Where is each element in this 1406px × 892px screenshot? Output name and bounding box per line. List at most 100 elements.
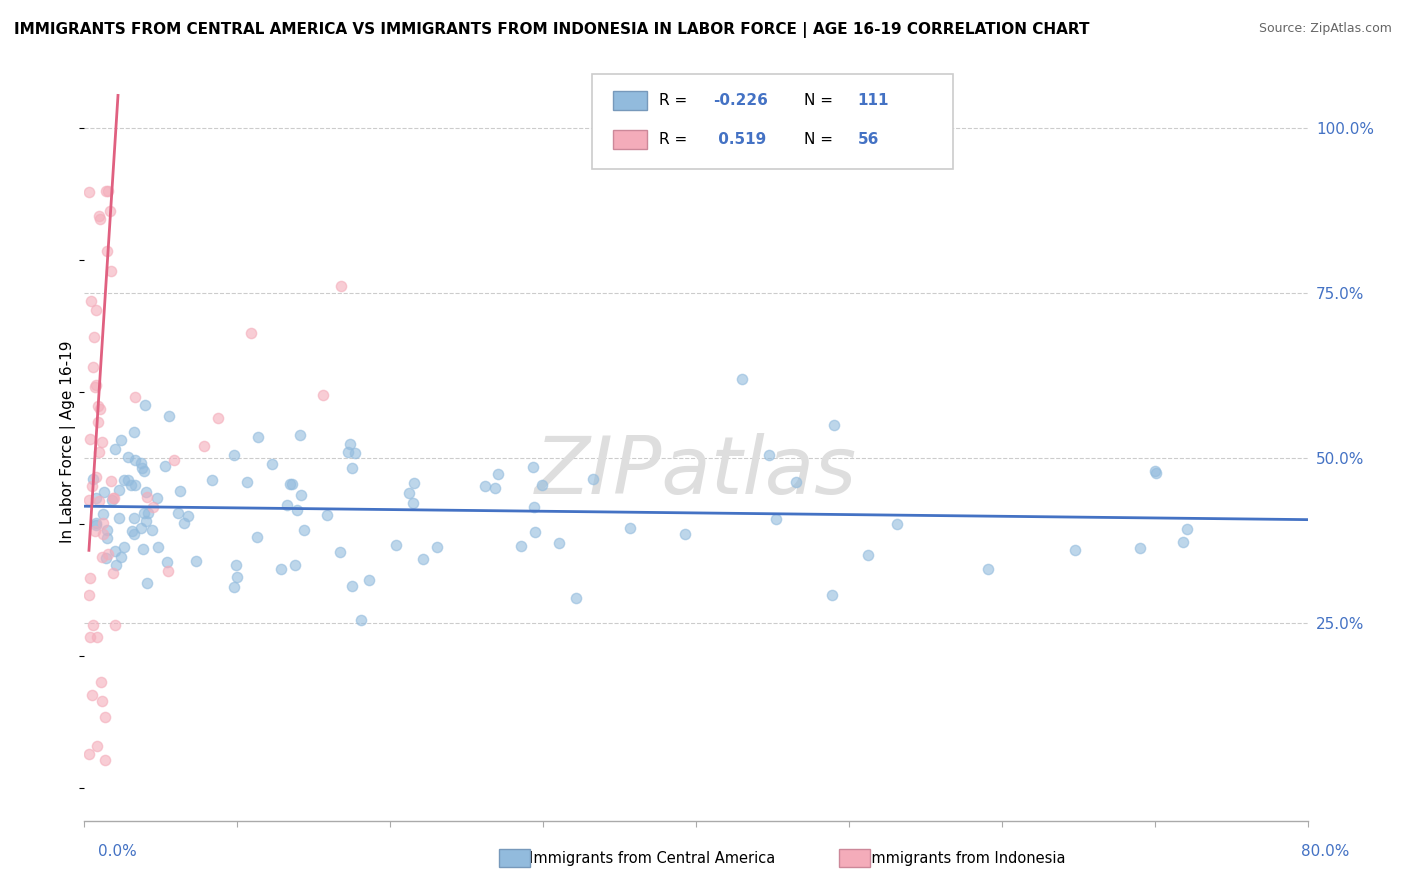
Point <box>94 710 117 724</box>
Point <box>340 579 363 593</box>
Point <box>246 530 269 544</box>
FancyBboxPatch shape <box>592 74 953 169</box>
Point <box>79 571 101 585</box>
Point <box>1171 535 1194 549</box>
Point <box>101 491 124 505</box>
Point <box>84 518 107 533</box>
Point <box>135 576 157 591</box>
Point <box>276 498 298 512</box>
Point <box>523 500 546 514</box>
Point <box>350 614 373 628</box>
Point <box>235 475 257 489</box>
Point <box>103 491 125 505</box>
Point <box>426 540 449 554</box>
Point <box>157 564 180 578</box>
Point <box>96 244 118 258</box>
Point <box>87 399 110 413</box>
Point <box>87 493 110 508</box>
Text: 111: 111 <box>858 93 889 108</box>
Point <box>93 507 115 521</box>
Point <box>330 278 353 293</box>
Point <box>82 472 104 486</box>
Point <box>201 473 224 487</box>
Point <box>193 439 215 453</box>
Point <box>765 512 787 526</box>
Point <box>84 377 107 392</box>
Point <box>619 521 641 535</box>
Point <box>96 550 118 565</box>
Point <box>142 500 165 514</box>
Text: 56: 56 <box>858 132 879 147</box>
Point <box>89 211 111 226</box>
Point <box>90 675 112 690</box>
Point <box>110 549 132 564</box>
Point <box>96 523 118 537</box>
Point <box>79 630 101 644</box>
Point <box>100 263 122 277</box>
Point <box>329 545 352 559</box>
Point <box>287 502 309 516</box>
Point <box>124 511 146 525</box>
Point <box>280 476 302 491</box>
FancyBboxPatch shape <box>613 130 647 149</box>
Point <box>146 491 169 505</box>
Point <box>135 514 157 528</box>
Point <box>163 452 186 467</box>
Point <box>84 303 107 318</box>
Point <box>86 415 108 429</box>
Point <box>104 618 127 632</box>
Point <box>77 588 100 602</box>
Point <box>785 475 807 489</box>
Point <box>858 548 880 562</box>
Point <box>112 473 135 487</box>
Point <box>336 445 359 459</box>
Point <box>398 485 420 500</box>
Point <box>97 547 120 561</box>
Point <box>731 372 754 386</box>
Text: Source: ZipAtlas.com: Source: ZipAtlas.com <box>1258 22 1392 36</box>
Point <box>673 527 696 541</box>
Point <box>97 184 120 198</box>
Point <box>82 617 104 632</box>
Point <box>101 493 124 508</box>
Point <box>184 554 207 568</box>
Point <box>565 591 588 606</box>
Point <box>103 566 125 581</box>
Point <box>484 482 506 496</box>
Y-axis label: In Labor Force | Age 16-19: In Labor Force | Age 16-19 <box>60 340 76 543</box>
Text: R =: R = <box>659 132 692 147</box>
Point <box>509 539 531 553</box>
Point <box>93 484 115 499</box>
Point <box>91 694 114 708</box>
Point <box>77 747 100 761</box>
Point <box>412 551 434 566</box>
Point <box>136 506 159 520</box>
Text: ZIPatlas: ZIPatlas <box>534 433 858 511</box>
Point <box>122 425 145 440</box>
Point <box>96 531 118 545</box>
Point <box>86 630 108 644</box>
Point <box>474 479 496 493</box>
Point <box>104 442 127 456</box>
Point <box>886 516 908 531</box>
Text: R =: R = <box>659 93 692 108</box>
Point <box>80 688 103 702</box>
Point <box>104 544 127 558</box>
Text: N =: N = <box>804 132 838 147</box>
Point <box>100 475 122 489</box>
Point <box>486 467 509 482</box>
Point <box>91 516 114 530</box>
Point <box>141 523 163 537</box>
Point <box>288 427 311 442</box>
Point <box>290 488 312 502</box>
Point <box>222 448 245 462</box>
Point <box>292 523 315 537</box>
Point <box>83 380 105 394</box>
Point <box>977 562 1000 576</box>
Point <box>157 409 180 424</box>
Point <box>340 461 363 475</box>
Point <box>98 204 121 219</box>
Point <box>120 478 142 492</box>
Point <box>146 540 169 554</box>
Point <box>91 549 114 564</box>
